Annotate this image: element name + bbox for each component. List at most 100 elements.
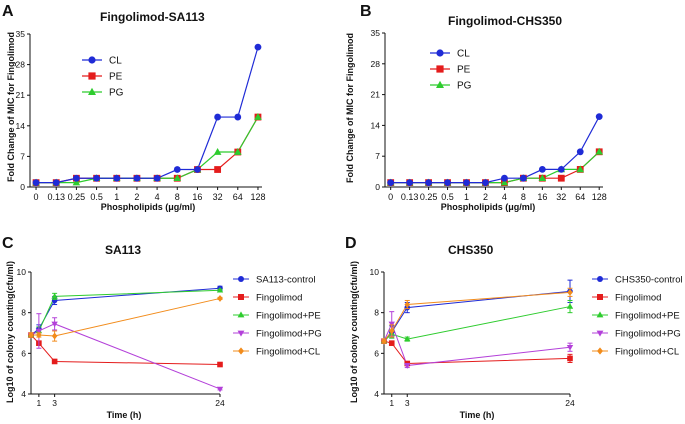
data-point-cl [501, 174, 508, 182]
legend-label: CHS350-control [615, 275, 683, 286]
data-point-cl [595, 113, 603, 120]
y-tick-label: 0 [375, 182, 380, 192]
legend-marker [88, 72, 96, 80]
chart-title: CHS350 [448, 243, 494, 257]
y-tick-label: 21 [371, 90, 381, 100]
series-line [30, 287, 221, 336]
x-tick-label: 0 [388, 192, 393, 202]
series-line [30, 334, 221, 366]
series-line-cl [36, 46, 259, 184]
y-axis-label: Fold Change of MIC for Fingolimod [345, 33, 355, 183]
legend-marker [237, 330, 245, 337]
data-point-cl [93, 174, 100, 182]
series-line-pg [36, 116, 259, 184]
x-axis-label: Time (h) [460, 410, 495, 420]
y-tick-label: 35 [371, 28, 381, 38]
legend-label: PE [457, 65, 471, 76]
y-tick-label: 21 [16, 90, 26, 100]
data-point-cl [444, 179, 451, 187]
y-tick-label: 6 [374, 348, 379, 358]
x-axis-label: Time (h) [107, 410, 142, 420]
y-axis-label: Log10 of colony counting(cfu/ml) [349, 261, 359, 403]
data-point [217, 361, 223, 368]
x-tick-label: 4 [155, 192, 160, 202]
x-tick-label: 24 [215, 398, 225, 408]
data-point-pg [254, 113, 262, 120]
series-line [383, 340, 571, 365]
chart-title: Fingolimod-CHS350 [448, 14, 562, 28]
legend-label: CL [457, 49, 470, 60]
legend-label: PG [109, 88, 124, 99]
chart-title: SA113 [105, 243, 141, 257]
x-tick-label: 1 [464, 192, 469, 202]
data-point [51, 358, 58, 365]
x-axis-label: Phospholipids (μg/ml) [441, 202, 536, 212]
y-axis-label: Fold Change of MIC for Fingolimod [6, 32, 16, 182]
data-point [404, 335, 411, 342]
series-line-pg [390, 151, 600, 184]
data-point-cl [425, 179, 432, 187]
x-tick-label: 16 [192, 192, 202, 202]
data-point [216, 286, 224, 293]
data-point [28, 331, 34, 339]
x-tick-label: 128 [592, 192, 607, 202]
x-tick-label: 0.13 [401, 192, 419, 202]
legend-marker [597, 347, 603, 355]
legend-marker [238, 276, 244, 282]
legend-label: Fingolimod+PE [256, 311, 321, 322]
series-line [383, 290, 571, 342]
data-point [51, 332, 58, 340]
y-tick-label: 7 [20, 151, 25, 161]
legend-marker [88, 56, 96, 64]
legend-marker [597, 294, 603, 300]
legend-label: Fingolimod [256, 293, 302, 304]
x-tick-label: 3 [405, 398, 410, 408]
series-line [383, 291, 571, 342]
x-tick-label: 0.25 [420, 192, 438, 202]
data-point-cl [482, 179, 489, 187]
panel-label-a: A [2, 3, 14, 20]
data-point-pe [214, 166, 222, 173]
data-point-cl [133, 174, 141, 182]
data-point-cl [113, 174, 121, 182]
data-point-pg [576, 165, 585, 173]
data-point [567, 288, 573, 296]
x-tick-label: 8 [521, 192, 526, 202]
series-line [31, 297, 221, 337]
x-tick-label: 2 [134, 192, 139, 202]
data-point-pg [500, 178, 509, 186]
data-point [51, 321, 58, 328]
x-tick-label: 16 [537, 192, 547, 202]
legend-label: Fingolimod+PG [256, 329, 322, 340]
data-point-cl [73, 174, 80, 182]
data-point [388, 327, 395, 335]
y-tick-label: 10 [17, 267, 27, 277]
panel-label-c: C [2, 235, 14, 252]
data-point-pg [173, 174, 182, 182]
data-point-cl [557, 166, 565, 173]
series-line-pe [36, 116, 259, 184]
x-tick-label: 4 [502, 192, 507, 202]
x-tick-label: 0.5 [90, 192, 103, 202]
series-line-pe [390, 151, 600, 184]
series-line [383, 322, 571, 367]
y-tick-label: 7 [375, 151, 380, 161]
x-tick-label: 0.13 [47, 192, 65, 202]
x-tick-label: 32 [213, 192, 223, 202]
legend-marker [597, 276, 603, 282]
series-line-cl [390, 116, 600, 184]
legend-marker [436, 80, 444, 88]
legend-label: Fingolimod+PE [615, 311, 680, 322]
y-tick-label: 4 [21, 389, 26, 399]
y-tick-label: 8 [21, 308, 26, 318]
legend-marker [238, 294, 244, 300]
data-point-cl [254, 43, 262, 51]
data-point-cl [52, 179, 60, 187]
x-tick-label: 1 [37, 398, 42, 408]
legend-label: CL [109, 56, 122, 67]
y-axis-label: Log10 of colony counting(cfu/ml) [5, 261, 15, 403]
data-point [567, 355, 573, 362]
x-tick-label: 64 [575, 192, 585, 202]
x-tick-label: 1 [114, 192, 119, 202]
